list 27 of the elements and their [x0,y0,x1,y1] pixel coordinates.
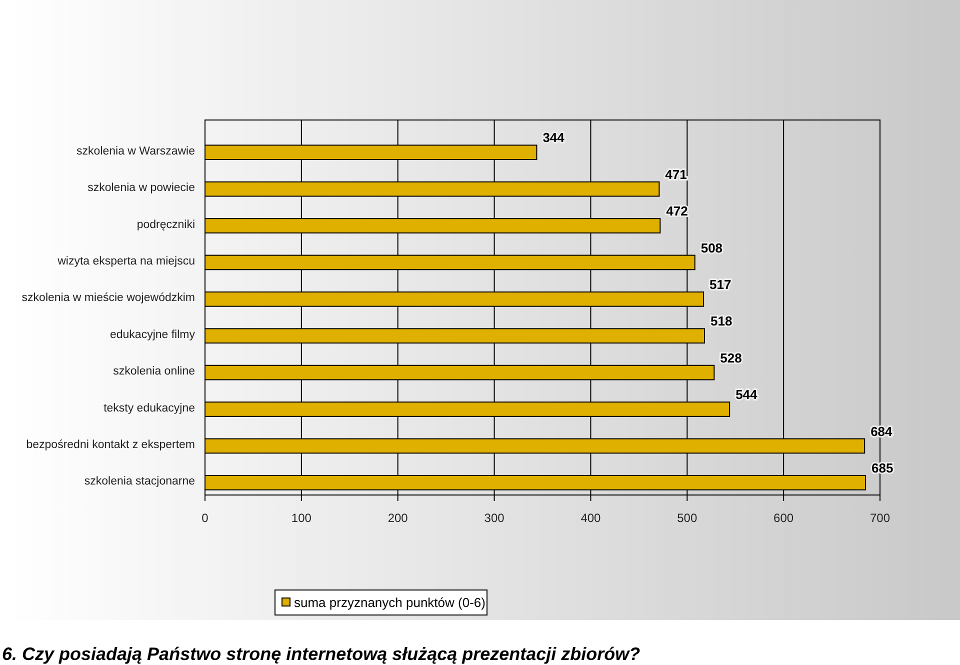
x-tick-label: 700 [870,511,890,525]
x-tick-label: 0 [202,511,209,525]
y-tick-label: szkolenia w mieście wojewódzkim [22,292,195,304]
y-tick-label: szkolenia stacjonarne [84,476,195,488]
y-tick-label: szkolenia online [113,366,195,378]
x-tick-label: 600 [774,511,794,525]
data-label: 471 [665,166,687,182]
y-tick-label: bezpośredni kontakt z ekspertem [26,438,195,451]
data-label: 344 [542,130,566,146]
text: 6. Czy posiadają Państwo stronę internetową służącą prezentacji zbiorów? [2,644,640,664]
y-tick-label: wizyta eksperta na miejscu [56,255,195,268]
data-label: 518 [710,314,732,329]
data-label: 508 [700,240,723,256]
x-tick-label: 300 [484,511,505,525]
legend-label: suma przyznanych punktów (0-6) [294,595,486,610]
x-tick-label: 200 [388,511,408,525]
data-label: 544 [736,387,758,402]
y-tick-label: edukacyjne filmy [110,328,196,341]
y-tick-label: podręczniki [136,218,195,231]
data-label: 528 [720,350,742,366]
x-tick-label: 100 [291,511,312,525]
x-tick-label: 400 [580,511,602,525]
y-tick-label: szkolenia w Warszawie [76,145,195,158]
x-tick-label: 500 [677,511,698,525]
y-tick-label: teksty edukacyjne [104,402,195,414]
y-tick-label: szkolenia w powiecie [88,182,195,194]
data-label: 517 [710,276,732,292]
